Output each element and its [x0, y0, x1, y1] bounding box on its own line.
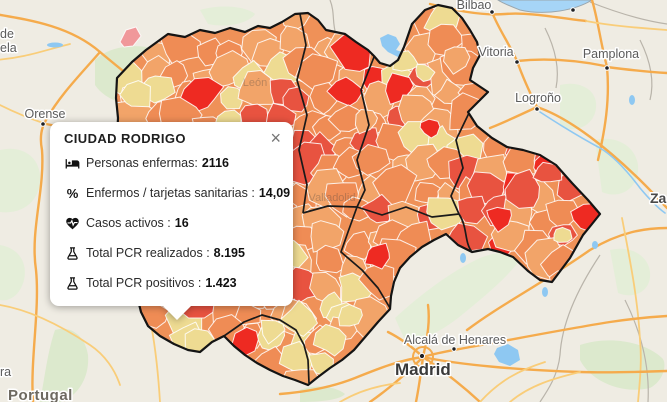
- health-zone[interactable]: [504, 168, 540, 209]
- unlabeled-city-dot: [570, 7, 576, 13]
- orense-dot: [40, 121, 46, 127]
- heart-pulse-icon: [64, 216, 81, 231]
- vitoria-dot: [514, 59, 520, 65]
- label-fragment-ela: ela: [0, 41, 17, 55]
- label-fragment-de: de: [0, 27, 14, 41]
- health-zone[interactable]: [312, 323, 347, 357]
- zaragoza-label-partial: Za: [650, 190, 667, 206]
- rivers: [47, 34, 666, 366]
- bed-icon: [64, 156, 81, 171]
- popup-row-pcr-realizados: Total PCR realizados : 8.195: [64, 238, 283, 268]
- city-dots: [40, 7, 610, 360]
- logrono-label: Logroño: [515, 91, 561, 105]
- alcala-label: Alcalá de Henares: [404, 333, 506, 347]
- popup-row-value: 1.423: [205, 276, 237, 290]
- ghost-label-valladolid: Valladolid: [309, 192, 356, 204]
- percent-icon: %: [66, 185, 79, 201]
- popup-anchor-arrow: [162, 305, 192, 320]
- health-zone[interactable]: [553, 226, 573, 243]
- pamplona-label: Pamplona: [583, 47, 639, 61]
- popup-title: CIUDAD RODRIGO: [64, 131, 186, 146]
- popup-row-pcr-positivos: Total PCR positivos : 1.423: [64, 268, 283, 298]
- close-icon[interactable]: ×: [270, 128, 281, 148]
- portugal-label: Portugal: [8, 387, 73, 402]
- popup-row-value: 2116: [201, 156, 229, 170]
- logrono-dot: [534, 106, 540, 112]
- health-zone[interactable]: [260, 319, 286, 345]
- info-popup: CIUDAD RODRIGO × Personas enfermas: 2116…: [50, 122, 293, 320]
- health-zone[interactable]: [338, 272, 376, 303]
- madrid-label: Madrid: [395, 360, 451, 379]
- popup-row-label: Personas enfermas:: [86, 156, 198, 170]
- health-zone[interactable]: [295, 53, 339, 91]
- health-zone[interactable]: [278, 299, 318, 337]
- sea: [497, 0, 593, 13]
- bilbao-label: Bilbao: [457, 0, 492, 12]
- vitoria-label: Vitoria: [478, 45, 513, 59]
- health-zone[interactable]: [364, 242, 390, 270]
- admin-borders: [329, 0, 667, 402]
- flask-icon: [64, 246, 81, 261]
- health-zone[interactable]: [443, 46, 471, 75]
- popup-row-label: Total PCR realizados :: [86, 246, 210, 260]
- health-zone[interactable]: [419, 118, 441, 139]
- alcala-dot: [451, 346, 457, 352]
- popup-row-porcentaje: % Enfermos / tarjetas sanitarias : 14,09: [64, 178, 290, 208]
- health-zone[interactable]: [326, 76, 365, 107]
- popup-row-value: 16: [174, 216, 189, 230]
- label-fragment-ra: ra: [0, 365, 11, 379]
- madrid-dot: [418, 352, 426, 360]
- orense-label: Orense: [25, 107, 66, 121]
- popup-row-value: 14,09: [258, 186, 291, 200]
- popup-row-value: 8.195: [213, 246, 245, 260]
- popup-row-personas-enfermas: Personas enfermas: 2116: [64, 148, 283, 178]
- popup-row-label: Enfermos / tarjetas sanitarias :: [86, 186, 255, 200]
- outlier-zone[interactable]: [119, 26, 142, 48]
- pamplona-dot: [604, 65, 610, 71]
- health-zone[interactable]: [316, 244, 345, 274]
- health-zone[interactable]: [351, 144, 391, 176]
- madrid-reservoir: [494, 344, 520, 366]
- health-zone[interactable]: [532, 161, 563, 183]
- flask-icon: [64, 276, 81, 291]
- popup-row-casos-activos: Casos activos : 16: [64, 208, 283, 238]
- health-zone[interactable]: [360, 193, 395, 224]
- health-zone[interactable]: [415, 63, 436, 82]
- health-zone[interactable]: [119, 80, 151, 108]
- bilbao-dot: [489, 9, 495, 15]
- popup-row-label: Total PCR positivos :: [86, 276, 202, 290]
- popup-row-label: Casos activos :: [86, 216, 171, 230]
- ebro-reservoir: [380, 34, 402, 57]
- health-zone[interactable]: [338, 304, 363, 327]
- province-borders: [223, 13, 473, 384]
- health-zone[interactable]: [486, 206, 512, 233]
- ghost-label-leon: León: [243, 77, 267, 89]
